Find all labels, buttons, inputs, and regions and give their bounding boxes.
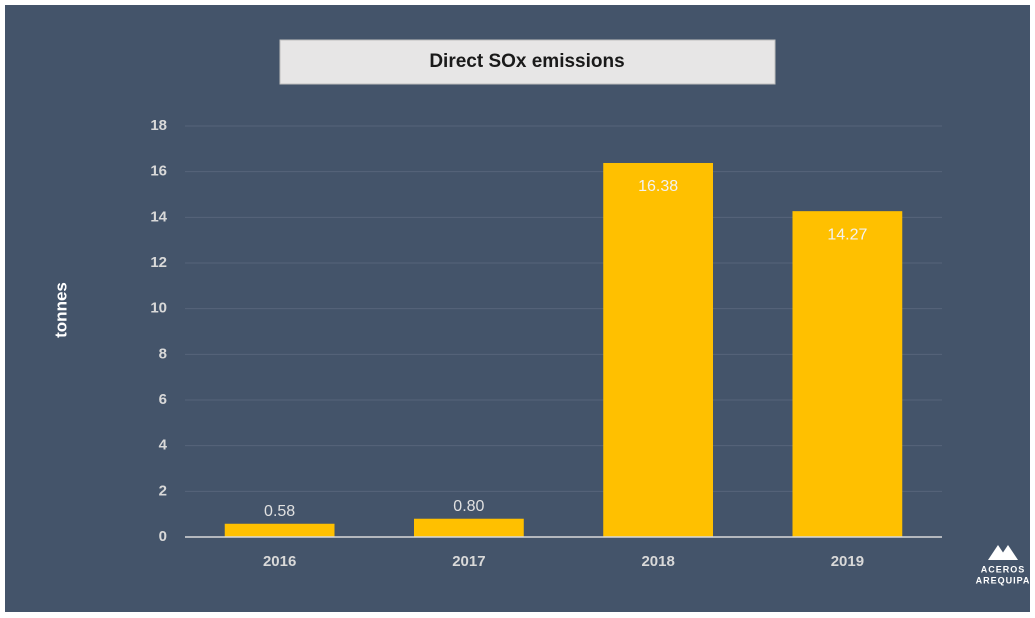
- bar: [792, 211, 903, 537]
- title-box: [279, 39, 776, 85]
- x-tick-label: 2017: [452, 553, 485, 570]
- y-tick-label: 8: [159, 345, 167, 362]
- chart-title: Direct SOx emissions: [429, 51, 624, 72]
- data-label: 14.27: [827, 226, 867, 243]
- y-tick-label: 18: [150, 117, 167, 134]
- bar: [603, 162, 714, 538]
- y-axis-label: tonnes: [51, 282, 70, 338]
- y-tick-label: 12: [150, 254, 167, 271]
- data-label: 0.58: [264, 503, 295, 520]
- y-tick-label: 4: [159, 437, 168, 454]
- y-tick-label: 2: [159, 482, 167, 499]
- logo: ACEROS AREQUIPA: [976, 545, 1031, 585]
- data-label: 0.80: [453, 498, 484, 515]
- y-tick-label: 16: [150, 163, 167, 180]
- y-tick-label: 6: [159, 391, 167, 408]
- logo-mark: [998, 545, 1018, 560]
- x-tick-label: 2018: [641, 553, 674, 570]
- y-tick-label: 0: [159, 528, 167, 545]
- data-label: 16.38: [638, 178, 678, 195]
- y-tick-label: 14: [150, 208, 167, 225]
- logo-text: AREQUIPA: [976, 575, 1031, 585]
- x-tick-label: 2016: [263, 553, 296, 570]
- x-tick-label: 2019: [831, 553, 864, 570]
- bar: [413, 518, 524, 537]
- logo-text: ACEROS: [981, 564, 1026, 574]
- y-tick-label: 10: [150, 300, 167, 317]
- bar: [224, 523, 335, 537]
